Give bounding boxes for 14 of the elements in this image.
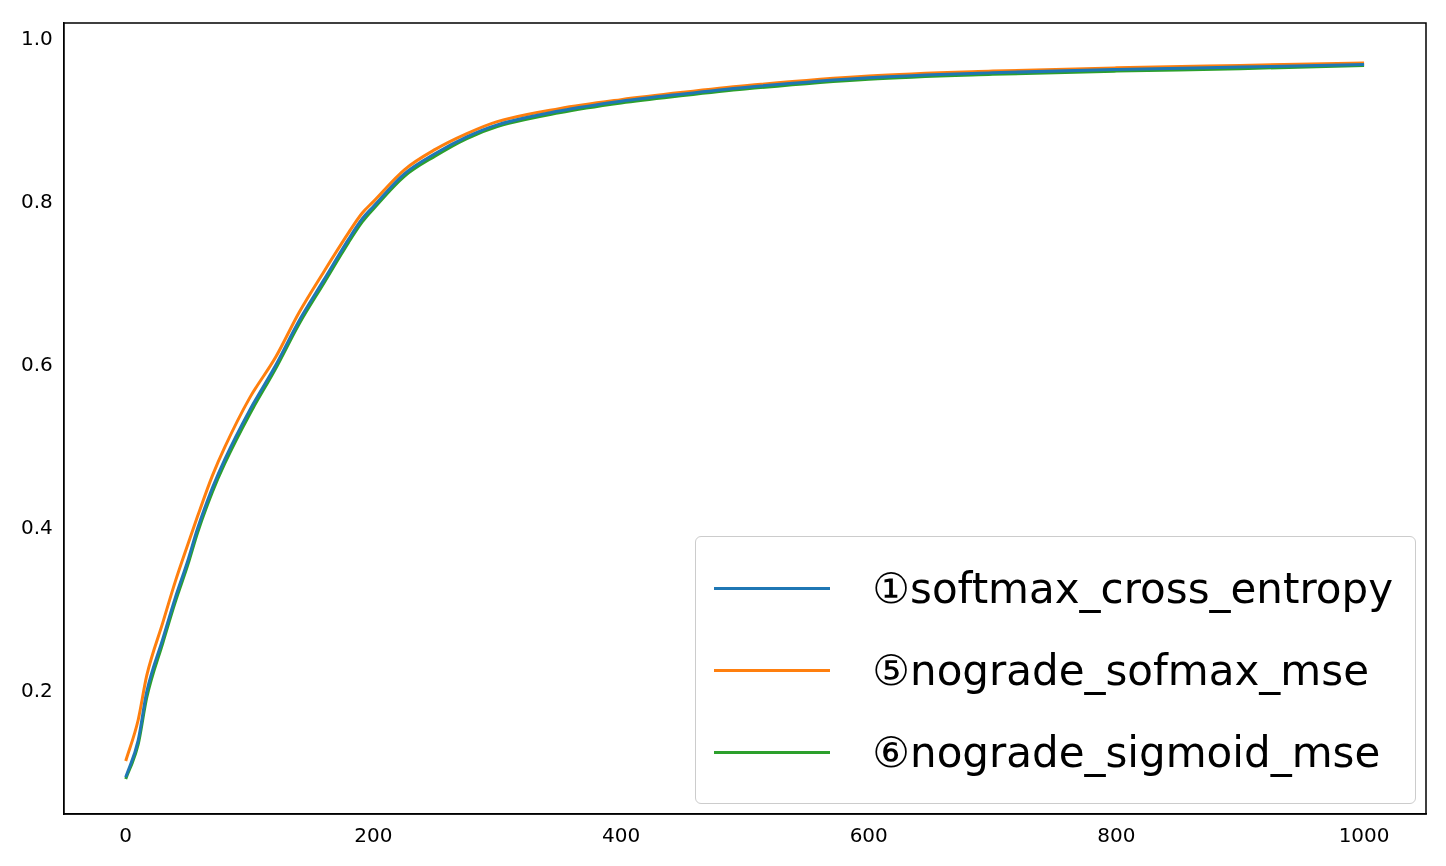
y-tick-label: 0.8 xyxy=(20,188,53,213)
x-tick-label: 0 xyxy=(119,823,133,848)
y-tick-label: 1.0 xyxy=(20,25,53,50)
x-tick-label: 200 xyxy=(354,823,393,848)
y-tick-label: 0.4 xyxy=(20,514,53,539)
x-tick-label: 800 xyxy=(1097,823,1136,848)
legend-label: ①softmax_cross_entropy xyxy=(872,563,1393,613)
y-tick-label: 0.2 xyxy=(20,677,53,702)
legend-label: ⑤nograde_sofmax_mse xyxy=(872,645,1369,695)
x-tick-label: 400 xyxy=(601,823,641,848)
x-tick-label: 1000 xyxy=(1338,823,1390,848)
y-tick-label: 0.6 xyxy=(20,351,53,376)
legend-label: ⑥nograde_sigmoid_mse xyxy=(872,727,1381,777)
x-tick-label: 600 xyxy=(849,823,888,848)
